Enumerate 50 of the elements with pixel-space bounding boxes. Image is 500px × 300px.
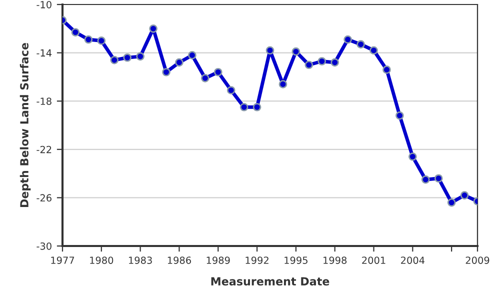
point (356, 40, 365, 49)
point (396, 111, 404, 120)
y-tick-label: -30 (36, 242, 52, 250)
x-axis-title: Measurement Date (211, 277, 330, 286)
point (266, 46, 274, 55)
point (318, 57, 326, 66)
y-tick-label: -18 (36, 98, 52, 105)
point (292, 47, 300, 56)
y-tick-label: -26 (36, 194, 52, 202)
x-tick-label: 2001 (362, 256, 386, 264)
point (344, 35, 352, 44)
point (304, 60, 314, 70)
x-tick-label: 2004 (400, 256, 424, 264)
y-axis-title: Depth Below Land Surface (20, 43, 31, 207)
x-tick-label: 1998 (324, 256, 347, 264)
point (330, 58, 340, 67)
point (447, 198, 456, 207)
x-tick-label: 1986 (168, 256, 191, 264)
point (370, 46, 378, 55)
point (188, 51, 196, 60)
point (460, 191, 469, 200)
point (434, 174, 443, 183)
point (97, 36, 106, 45)
point (84, 35, 93, 44)
y-tick-label: -22 (36, 146, 52, 154)
point (136, 52, 144, 61)
point (110, 56, 119, 64)
x-tick-label: 1992 (246, 256, 268, 264)
y-tick-label: -10 (36, 0, 52, 8)
point (123, 53, 132, 62)
x-tick-label: 1989 (206, 256, 230, 264)
x-tick-label: 1995 (284, 256, 308, 264)
point (149, 24, 158, 33)
point (408, 152, 417, 161)
point (175, 58, 184, 67)
x-tick-label: 1980 (90, 256, 114, 264)
point (162, 68, 170, 76)
point (226, 86, 236, 94)
x-tick-label: 1983 (129, 256, 152, 264)
point (382, 66, 391, 74)
point (421, 175, 430, 184)
x-tick-label: 1977 (51, 256, 74, 264)
point (71, 28, 80, 36)
y-tick-label: -14 (36, 49, 52, 56)
point (214, 68, 222, 76)
point (252, 102, 262, 112)
point (240, 102, 248, 112)
x-tick-label: 2009 (466, 256, 490, 264)
point (200, 74, 210, 82)
point (278, 80, 288, 88)
